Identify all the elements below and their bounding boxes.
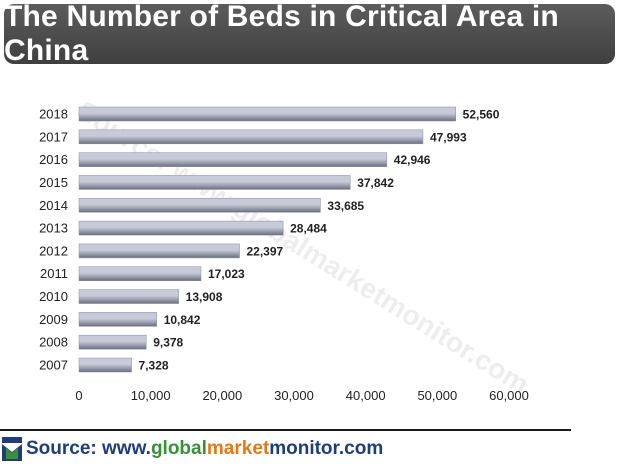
bar-2008 [78,334,147,350]
y-tick-label-2015: 2015 [39,175,68,190]
source-domain-monitor: monitor [269,438,339,459]
bar-2016 [78,152,388,167]
data-label-2008: 9,378 [153,336,183,350]
y-tick-label-2012: 2012 [39,243,68,258]
data-label-2013: 28,484 [290,222,327,236]
bar-2012 [78,243,240,259]
data-label-2012: 22,397 [247,244,284,258]
y-tick-label-2010: 2010 [39,289,68,304]
bar-2009 [78,312,157,327]
bar-2018 [78,106,456,122]
y-tick-label-2017: 2017 [39,129,68,144]
chart-title: The Number of Beds in Critical Area in C… [4,0,559,67]
y-tick-label-2014: 2014 [39,198,68,213]
bar-2011 [78,266,202,281]
data-label-2011: 17,023 [208,267,245,281]
data-label-2016: 42,946 [394,153,431,167]
x-tick-label-30,000: 30,000 [274,388,314,403]
y-tick-label-2011: 2011 [40,266,68,281]
y-tick-label-2008: 2008 [39,335,68,350]
globalmarketmonitor-logo-icon [2,437,22,461]
source-footer: Source: www.globalmarketmonitor.com [2,437,383,461]
footer-divider [0,429,571,431]
source-label: Source: www. [26,438,151,459]
x-tick-label-60,000: 60,000 [489,388,529,403]
data-label-2007: 7,328 [139,359,169,373]
y-tick-label-2018: 2018 [39,107,68,122]
x-tick-label-20,000: 20,000 [202,388,242,403]
bar-2013 [78,220,284,236]
y-tick-label-2016: 2016 [39,152,68,167]
data-label-2017: 47,993 [430,130,467,144]
source-domain-market: market [206,438,270,459]
data-label-2014: 33,685 [327,199,364,213]
source-text: Source: www.globalmarketmonitor.com [26,438,383,460]
data-label-2015: 37,842 [357,176,394,190]
x-tick-label-40,000: 40,000 [346,388,386,403]
y-tick-label-2009: 2009 [39,312,68,327]
source-domain-tld: .com [338,438,384,459]
bar-2010 [78,289,179,304]
x-tick-label-0: 0 [75,388,82,403]
bar-2007 [78,357,132,373]
bar-2015 [78,175,351,190]
bar-2017 [78,129,424,145]
data-label-2018: 52,560 [463,108,500,122]
source-domain-global: global [150,438,207,459]
data-label-2009: 10,842 [164,313,201,327]
x-tick-label-50,000: 50,000 [417,388,457,403]
y-tick-label-2007: 2007 [39,358,68,373]
title-bar: The Number of Beds in Critical Area in C… [4,0,615,67]
x-tick-label-10,000: 10,000 [131,388,171,403]
bar-2014 [78,198,321,213]
data-label-2010: 13,908 [186,290,223,304]
y-tick-label-2013: 2013 [39,221,68,236]
